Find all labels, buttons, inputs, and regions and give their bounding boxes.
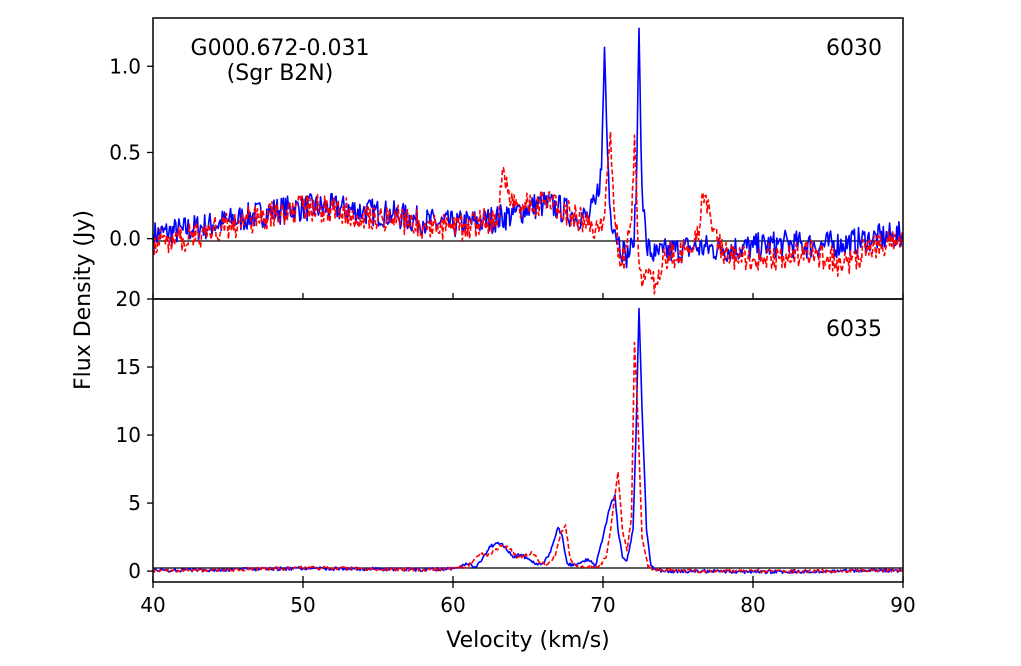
panel-6035: 0 5 10 15 20 6035 (116, 287, 904, 583)
series-dashed-bottom (153, 341, 903, 574)
source-name: G000.672-0.031 (191, 36, 370, 61)
plot-frame-bottom (152, 298, 904, 583)
source-alias: (Sgr B2N) (227, 61, 334, 86)
series-dashed-top (153, 131, 903, 295)
y-tick-label: 0.5 (109, 140, 141, 164)
series-solid-bottom (153, 307, 903, 575)
panel-label-top: 6030 (826, 36, 882, 61)
y-tick-label: 0.0 (109, 227, 141, 251)
y-axis-title: Flux Density (Jy) (71, 210, 96, 390)
panel-6030: 0.0 0.5 1.0 G000.672-0.031 (Sgr B2N) 6030 (109, 17, 904, 300)
panel-label-bottom: 6035 (826, 317, 882, 342)
x-tick-label: 60 (440, 593, 465, 617)
x-tick-label: 40 (140, 593, 165, 617)
x-tick-label: 80 (740, 593, 765, 617)
y-tick-label: 5 (128, 491, 141, 515)
x-tick-label: 70 (590, 593, 615, 617)
y-tick-label: 10 (116, 423, 141, 447)
x-axis-title: Velocity (km/s) (446, 628, 610, 653)
y-tick-label: 15 (116, 355, 141, 379)
x-tick-label: 50 (290, 593, 315, 617)
y-tick-label: 20 (116, 287, 141, 311)
y-tick-label: 1.0 (109, 54, 141, 78)
y-tick-label: 0 (128, 559, 141, 583)
x-tick-label: 90 (890, 593, 915, 617)
